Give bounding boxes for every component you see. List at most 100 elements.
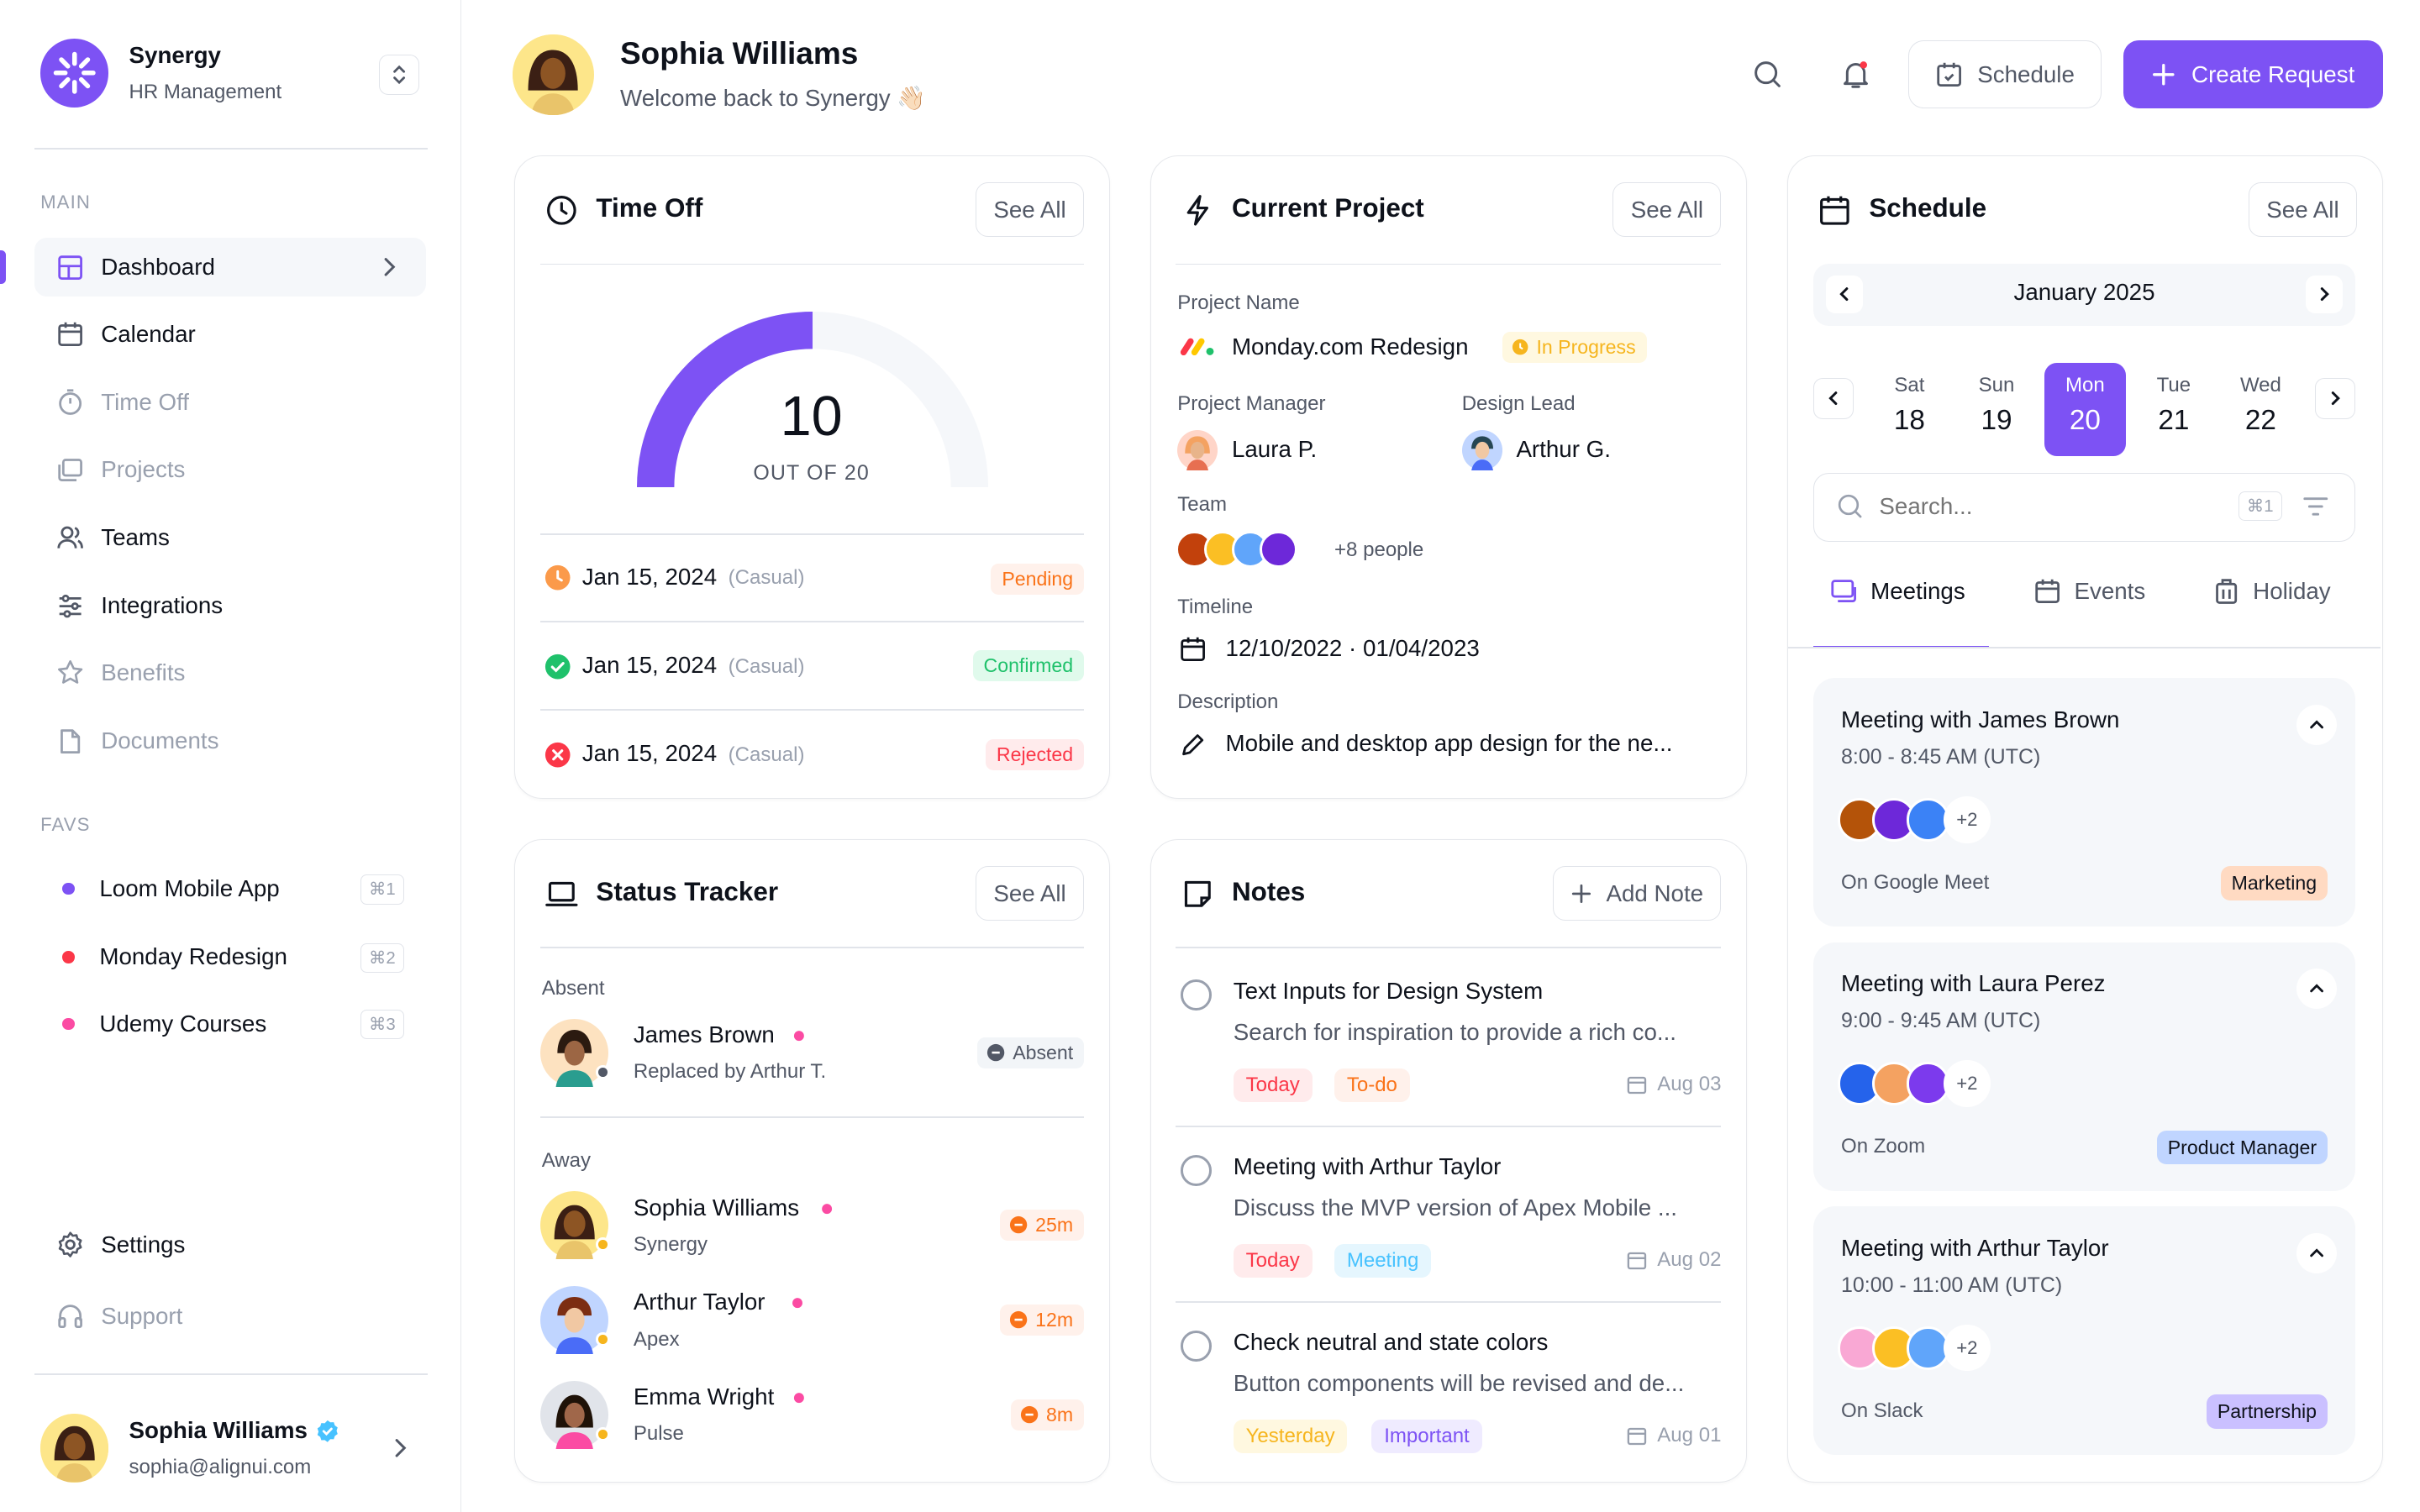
lead-avatar [1461, 429, 1502, 470]
app-name: Synergy [129, 41, 221, 68]
field-label: Design Lead [1461, 392, 1576, 416]
chat-icon [1831, 580, 1857, 603]
day-cell[interactable]: Sat 18 [1869, 363, 1949, 456]
manager-avatar [1177, 429, 1218, 470]
note-description: Discuss the MVP version of Apex Mobile .… [1233, 1194, 1678, 1221]
chevron-up-icon [2310, 720, 2323, 729]
sidebar-item-benefits[interactable]: Benefits [34, 643, 426, 702]
meeting-platform: On Slack [1841, 1399, 1923, 1422]
meeting-avatars: +2 [1838, 1060, 1991, 1107]
sidebar-item-label: Documents [101, 727, 219, 754]
day-cell[interactable]: Tue 21 [2133, 363, 2214, 456]
sidebar-item-label: Support [101, 1302, 183, 1329]
sidebar-item-settings[interactable]: Settings [34, 1215, 426, 1273]
sidebar-item-teams[interactable]: Teams [34, 508, 426, 567]
chevron-left-icon [1828, 391, 1838, 406]
sidebar-item-label: Dashboard [101, 254, 215, 281]
star-icon [56, 659, 84, 686]
see-all-button[interactable]: See All [976, 182, 1085, 238]
user-avatar[interactable] [40, 1414, 109, 1483]
filter-icon[interactable] [2303, 496, 2328, 517]
lead-name: Arthur G. [1516, 435, 1611, 462]
note-checkbox[interactable] [1180, 1155, 1212, 1187]
search-button[interactable] [1736, 44, 1798, 106]
calendar-icon [1628, 1252, 1647, 1270]
schedule-button[interactable]: Schedule [1908, 40, 2102, 109]
see-all-button[interactable]: See All [976, 866, 1085, 921]
time-off-gauge [636, 311, 988, 488]
fav-label: Loom Mobile App [99, 875, 280, 902]
time-off-date: Jan 15, 2024 [581, 563, 718, 590]
calendar-icon [1181, 637, 1206, 661]
schedule-search-field[interactable]: ⌘1 [1812, 473, 2356, 542]
sidebar-item-calendar[interactable]: Calendar [34, 305, 426, 364]
meeting-card[interactable]: Meeting with James Brown 8:00 - 8:45 AM … [1812, 678, 2356, 927]
fav-item-udemy[interactable]: Udemy Courses ⌘3 [34, 995, 426, 1053]
divider [539, 263, 1085, 265]
month-selector: January 2025 [1812, 263, 2356, 326]
chevron-up-down-icon [393, 65, 406, 84]
plus-icon [1571, 884, 1591, 903]
page-title: Sophia Williams [620, 35, 859, 71]
card-title: Status Tracker [596, 877, 779, 907]
day-cell-selected[interactable]: Mon 20 [2044, 362, 2126, 456]
workspace-switcher-button[interactable] [379, 54, 420, 95]
tab-events[interactable]: Events [2033, 577, 2145, 605]
meeting-card[interactable]: Meeting with Laura Perez 9:00 - 9:45 AM … [1812, 942, 2356, 1191]
sidebar-item-time-off[interactable]: Time Off [34, 373, 426, 432]
tab-label: Events [2074, 577, 2146, 604]
see-all-button[interactable]: See All [1612, 182, 1722, 238]
sidebar-item-label: Projects [101, 455, 186, 482]
note-checkbox[interactable] [1180, 979, 1212, 1011]
person-avatar [539, 1190, 609, 1260]
next-days-button[interactable] [2315, 378, 2356, 419]
add-note-button[interactable]: Add Note [1552, 866, 1722, 921]
sidebar-item-integrations[interactable]: Integrations [34, 576, 426, 635]
notifications-button[interactable] [1825, 44, 1887, 106]
create-request-button[interactable]: Create Request [2123, 40, 2383, 109]
user-name: Sophia Williams [129, 1416, 308, 1443]
collapse-button[interactable] [2296, 969, 2338, 1010]
prev-month-button[interactable] [1825, 276, 1863, 313]
status-badge-label: 12m [1035, 1308, 1074, 1331]
sidebar-item-projects[interactable]: Projects [34, 439, 426, 498]
field-label: Project Name [1177, 291, 1300, 314]
search-input[interactable] [1879, 489, 2222, 524]
collapse-button[interactable] [2296, 704, 2338, 745]
day-number: 18 [1893, 405, 1925, 437]
project-description: Mobile and desktop app design for the ne… [1225, 729, 1673, 756]
active-indicator [0, 249, 7, 285]
meeting-card[interactable]: Meeting with Arthur Taylor 10:00 - 11:00… [1812, 1206, 2356, 1456]
note-checkbox[interactable] [1180, 1331, 1212, 1362]
note-description: Button components will be revised and de… [1233, 1369, 1685, 1396]
grid-icon [56, 254, 84, 281]
collapse-button[interactable] [2296, 1232, 2338, 1273]
brain-icon: ● [790, 1289, 805, 1315]
prev-days-button[interactable] [1812, 378, 1854, 419]
next-month-button[interactable] [2306, 276, 2344, 313]
day-cell[interactable]: Sun 19 [1956, 363, 2037, 456]
chevron-right-icon[interactable] [387, 1436, 413, 1461]
sidebar-item-documents[interactable]: Documents [34, 711, 426, 770]
time-off-value: 10 [780, 385, 843, 448]
note-date-label: Aug 03 [1657, 1073, 1722, 1096]
fav-item-monday[interactable]: Monday Redesign ⌘2 [34, 927, 426, 986]
shortcut-badge: ⌘1 [2238, 491, 2282, 521]
tab-holiday[interactable]: Holiday [2212, 577, 2331, 605]
see-all-button[interactable]: See All [2248, 182, 2357, 238]
tab-meetings[interactable]: Meetings [1830, 577, 1965, 605]
document-icon [56, 727, 84, 755]
divider [1176, 947, 1722, 949]
person-detail: Replaced by Arthur T. [633, 1060, 827, 1084]
search-icon [1754, 61, 1781, 88]
day-cell[interactable]: Wed 22 [2220, 363, 2301, 456]
fav-item-loom[interactable]: Loom Mobile App ⌘1 [34, 859, 426, 918]
sidebar-item-dashboard[interactable]: Dashboard [34, 238, 426, 297]
person-detail: Synergy [633, 1232, 708, 1256]
calendar-icon [2035, 580, 2060, 604]
day-number: 19 [1981, 405, 2012, 437]
person-name: Emma Wright [633, 1383, 775, 1410]
card-title: Notes [1231, 877, 1306, 907]
sidebar-item-support[interactable]: Support [34, 1287, 426, 1346]
fav-dot [61, 1017, 75, 1031]
